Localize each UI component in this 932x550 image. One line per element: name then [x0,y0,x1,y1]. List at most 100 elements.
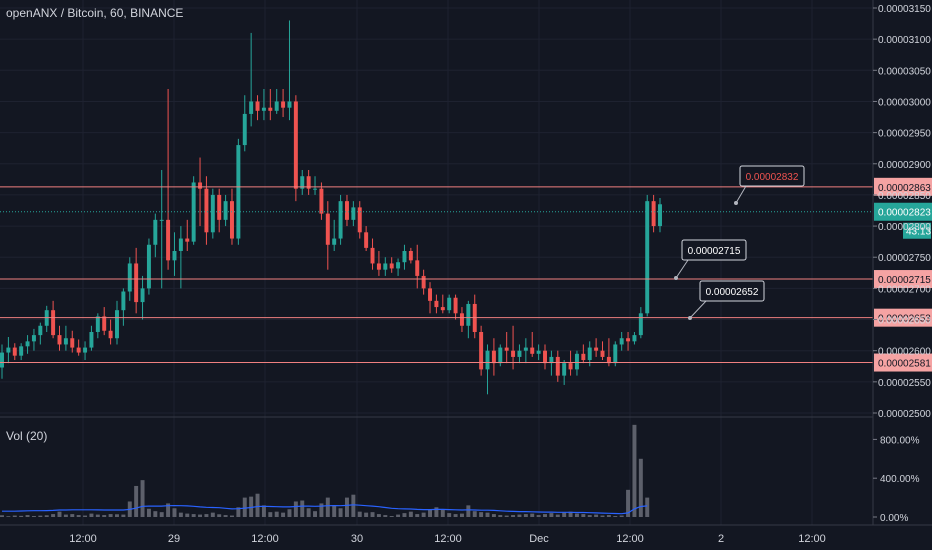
candle [31,328,36,351]
candle-body [357,207,362,233]
candle [83,341,88,361]
candle-body [574,353,579,370]
volume-bar [498,515,503,517]
volume-bar [95,514,100,517]
price-tick-label: 0.00002900 [878,160,931,171]
candle-body [146,244,151,289]
price-tick-label: 0.00002500 [878,409,931,420]
candle-body [364,232,369,248]
volume-bar [89,513,94,517]
annotation-leader [735,185,747,204]
symbol-title[interactable]: openANX / Bitcoin, 60, BINANCE [6,6,184,20]
candle-body [568,363,573,370]
candle-body [581,353,586,361]
candle [543,344,547,370]
horizontal-line-price-tag [874,177,932,196]
candle-body [293,101,298,189]
candle-body [166,219,171,261]
candle [421,269,426,295]
candle-body [38,325,43,336]
time-tick-label: Dec [529,533,549,545]
volume-bar [57,511,62,517]
candle [76,339,81,356]
volume-bar [51,514,56,517]
candle [574,350,579,376]
price-tick-label: 0.00002650 [878,316,931,327]
volume-bar [511,515,516,517]
volume-bar [536,515,541,517]
volume-indicator-label[interactable]: Vol (20) [6,429,48,443]
candle-body [6,347,11,353]
candle-body [466,303,471,326]
volume-bar [357,511,362,517]
grid-lines [0,0,873,525]
volume-bar [102,515,107,517]
volume-bar [300,500,305,517]
candle [274,89,279,114]
candle-body [70,338,75,348]
volume-bar [70,514,75,517]
candle [651,194,656,233]
price-tick-label: 0.00003100 [878,35,931,46]
volume-bar [306,508,311,517]
time-tick-label: 12:00 [434,533,462,545]
volume-bars [0,424,650,517]
candle [57,325,62,351]
volume-bar [638,458,643,517]
candle [396,258,401,276]
volume-bar [134,485,139,517]
candle-body [198,182,203,189]
candle [12,343,17,361]
candle [594,338,599,357]
price-tick-label: 0.00002600 [878,347,931,358]
candle-body [530,347,535,354]
volume-bar [574,513,579,517]
volume-bar [338,508,343,517]
candle [25,335,30,354]
horizontal-line-price-tag [874,308,932,327]
volume-bar [293,501,298,517]
candle-body [223,201,228,220]
candle-body [230,201,234,239]
annotation-leader [689,300,707,319]
candle [281,89,286,118]
price-tick-label: 0.00003150 [878,4,931,15]
volume-bar [626,489,631,517]
candle-body [447,297,452,311]
candle-body [549,356,554,364]
candle [338,194,343,245]
price-annotations[interactable]: 0.00002832 0.00002715 0.00002652 [674,165,805,320]
volume-bar [632,424,637,517]
candle [242,95,247,152]
candle [140,275,145,320]
candle [319,182,324,220]
annotation-text: 0.00002715 [688,246,741,257]
candle-body [440,307,445,311]
candle [351,201,356,227]
candle-body [332,238,337,245]
candle-body [523,347,528,351]
price-annotation: 0.00002652 [688,280,765,320]
candle [95,313,100,339]
candle-body [287,101,292,108]
candle [0,344,4,379]
volume-tick-label: 0.00% [880,513,908,524]
candle [344,194,349,227]
candle [287,20,292,121]
volume-bar [63,514,68,517]
volume-bar [370,512,375,517]
candle-body [428,288,432,301]
volume-bar [332,505,337,517]
volume-bar [600,515,605,517]
volume-bar [453,514,458,517]
volume-bar [198,514,203,517]
candle [619,332,624,351]
time-tick-label: 12:00 [69,533,97,545]
candle-body [606,356,611,364]
candle [191,176,196,245]
candle [159,170,164,289]
candle [63,325,68,351]
volume-bar [568,511,573,517]
candle [447,294,452,314]
